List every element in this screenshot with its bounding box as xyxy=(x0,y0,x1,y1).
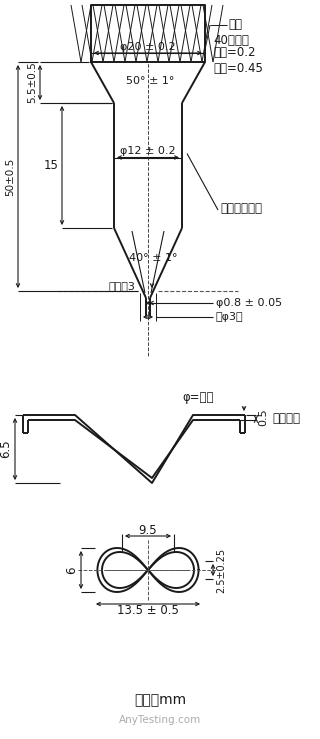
Text: 13.5 ± 0.5: 13.5 ± 0.5 xyxy=(117,605,179,618)
Text: 线径=0.2: 线径=0.2 xyxy=(213,47,255,60)
Text: 单位：mm: 单位：mm xyxy=(134,693,186,707)
Text: （φ3）: （φ3） xyxy=(216,312,244,322)
Text: φ=直径: φ=直径 xyxy=(182,392,214,404)
Text: φ20 ± 0.2: φ20 ± 0.2 xyxy=(120,42,176,52)
Text: 片剂支架: 片剂支架 xyxy=(272,412,300,424)
Text: 50±0.5: 50±0.5 xyxy=(5,157,15,196)
Polygon shape xyxy=(91,5,205,62)
Text: 6: 6 xyxy=(65,566,78,573)
Text: 不小于3: 不小于3 xyxy=(108,281,135,291)
Text: 滤室: 滤室 xyxy=(228,18,242,32)
Text: 片剂支架卡口: 片剂支架卡口 xyxy=(220,202,262,216)
Text: 50° ± 1°: 50° ± 1° xyxy=(126,75,174,86)
Text: 40° ± 1°: 40° ± 1° xyxy=(129,253,177,263)
Text: 9.5: 9.5 xyxy=(139,523,157,537)
Text: 6.5: 6.5 xyxy=(0,440,12,458)
Text: φ0.8 ± 0.05: φ0.8 ± 0.05 xyxy=(216,298,282,308)
Text: φ12 ± 0.2: φ12 ± 0.2 xyxy=(120,146,176,157)
Text: 0.5: 0.5 xyxy=(258,409,268,426)
Text: 5.5±0.5: 5.5±0.5 xyxy=(27,61,37,103)
Text: 15: 15 xyxy=(44,159,59,172)
Text: 2.5±0.25: 2.5±0.25 xyxy=(216,548,226,593)
Text: 孔径=0.45: 孔径=0.45 xyxy=(213,63,263,75)
Text: 40目筛网: 40目筛网 xyxy=(213,33,249,47)
Text: AnyTesting.com: AnyTesting.com xyxy=(119,715,201,725)
